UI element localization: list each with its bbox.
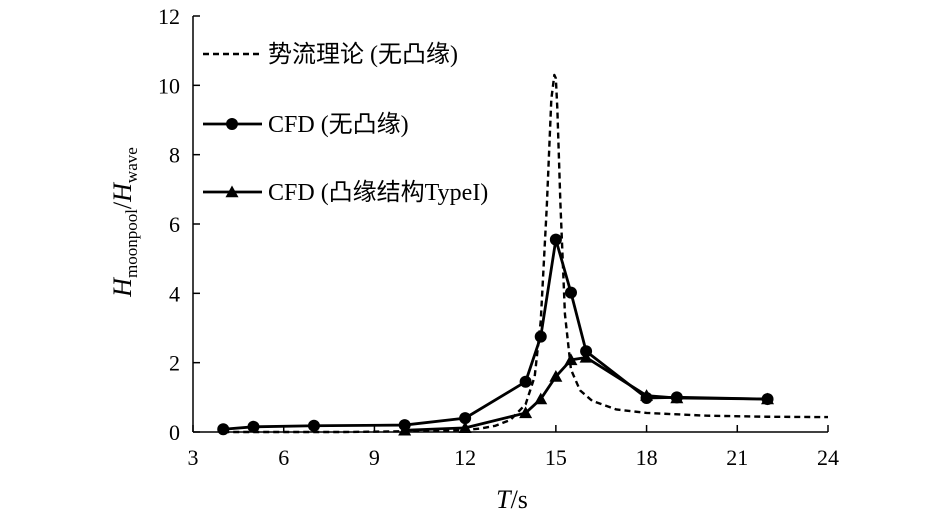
data-point bbox=[307, 419, 320, 432]
series-3 bbox=[398, 350, 775, 436]
y-tick-label: 12 bbox=[158, 4, 180, 29]
y-tick-label: 2 bbox=[169, 351, 180, 376]
data-point bbox=[519, 406, 533, 419]
y-tick-label: 6 bbox=[169, 212, 180, 237]
legend: 势流理论 (无凸缘) CFD (无凸缘) CFD (凸缘结构TypeI) bbox=[203, 41, 488, 206]
y-axis-title: Hmoonpool/Hwave bbox=[108, 147, 141, 298]
data-point bbox=[670, 391, 684, 404]
data-point bbox=[564, 353, 578, 366]
legend-item-2: CFD (无凸缘) bbox=[203, 111, 409, 138]
x-tick-label: 9 bbox=[369, 445, 380, 470]
series-1 bbox=[223, 73, 829, 434]
data-point bbox=[549, 233, 562, 246]
legend-item-1: 势流理论 (无凸缘) bbox=[203, 41, 458, 68]
axis-titles: T/s Hmoonpool/Hwave bbox=[108, 147, 528, 514]
series-line bbox=[404, 356, 768, 432]
x-tick-label: 24 bbox=[817, 445, 839, 470]
data-point bbox=[459, 412, 472, 425]
data-point bbox=[534, 392, 548, 405]
legend-label: CFD (凸缘结构TypeI) bbox=[268, 179, 488, 206]
legend-marker bbox=[225, 185, 239, 198]
y-tick-label: 4 bbox=[169, 281, 180, 306]
x-tick-label: 15 bbox=[545, 445, 567, 470]
y-tick-label: 0 bbox=[169, 420, 180, 445]
series-line bbox=[223, 238, 768, 431]
y-tick-label: 10 bbox=[158, 73, 180, 98]
x-tick-label: 21 bbox=[726, 445, 748, 470]
data-point bbox=[579, 350, 593, 363]
x-tick-label: 3 bbox=[188, 445, 199, 470]
data-point bbox=[247, 420, 260, 433]
data-point bbox=[640, 389, 654, 401]
legend-label: CFD (无凸缘) bbox=[268, 111, 409, 138]
axes bbox=[192, 15, 829, 433]
x-tick-label: 18 bbox=[636, 445, 658, 470]
x-tick-label: 12 bbox=[454, 445, 476, 470]
data-point bbox=[398, 423, 412, 436]
legend-label: 势流理论 (无凸缘) bbox=[268, 41, 458, 68]
data-point bbox=[564, 286, 577, 299]
series-line bbox=[223, 73, 829, 434]
legend-item-3: CFD (凸缘结构TypeI) bbox=[203, 179, 488, 206]
legend-marker bbox=[226, 118, 238, 130]
data-point bbox=[534, 330, 547, 343]
data-point bbox=[549, 370, 563, 382]
series-layer bbox=[217, 73, 829, 436]
x-axis-title: T/s bbox=[496, 485, 528, 514]
x-tick-label: 6 bbox=[278, 445, 289, 470]
data-point bbox=[761, 392, 775, 405]
data-point bbox=[217, 423, 230, 436]
data-point bbox=[458, 421, 472, 434]
data-point bbox=[519, 375, 532, 388]
series-2 bbox=[217, 233, 774, 436]
y-tick-label: 8 bbox=[169, 143, 180, 168]
